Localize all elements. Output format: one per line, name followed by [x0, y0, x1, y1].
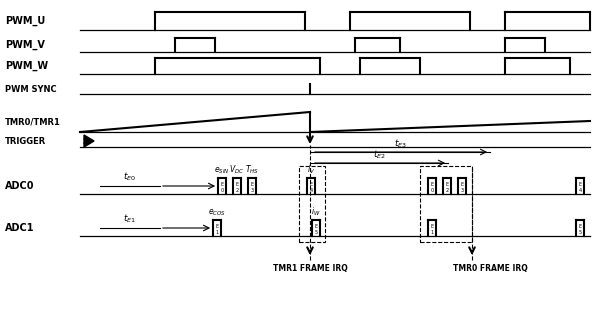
Text: E
0: E 0 — [220, 182, 224, 193]
Text: $i_V$: $i_V$ — [307, 164, 315, 176]
Text: PWM_U: PWM_U — [5, 16, 45, 26]
Text: TMR0/TMR1: TMR0/TMR1 — [5, 117, 61, 126]
Text: PWM_W: PWM_W — [5, 61, 48, 71]
Text: $T_{HS}$: $T_{HS}$ — [245, 164, 259, 176]
Text: E
1: E 1 — [215, 224, 218, 235]
Text: PWM_V: PWM_V — [5, 40, 45, 50]
Text: E
1: E 1 — [430, 224, 434, 235]
Polygon shape — [84, 135, 94, 147]
Text: TMR0 FRAME IRQ: TMR0 FRAME IRQ — [452, 264, 527, 273]
Text: ADC1: ADC1 — [5, 223, 35, 233]
Text: E
3: E 3 — [460, 182, 464, 193]
Text: E
5: E 5 — [314, 224, 317, 235]
Bar — [420, 166, 472, 242]
Text: PWM SYNC: PWM SYNC — [5, 84, 56, 93]
Text: E
5: E 5 — [578, 224, 581, 235]
Text: E
0: E 0 — [430, 182, 434, 193]
Text: $t_{E0}$: $t_{E0}$ — [124, 171, 137, 183]
Text: TMR1 FRAME IRQ: TMR1 FRAME IRQ — [272, 264, 347, 273]
Text: $i_W$: $i_W$ — [311, 205, 321, 218]
Text: E
4: E 4 — [310, 182, 313, 193]
Text: $t_{E2}$: $t_{E2}$ — [373, 148, 385, 161]
Text: TRIGGER: TRIGGER — [5, 137, 46, 146]
Text: $e_{COS}$: $e_{COS}$ — [208, 207, 226, 218]
Text: E
4: E 4 — [578, 182, 581, 193]
Text: $t_{E3}$: $t_{E3}$ — [394, 138, 406, 150]
Text: $e_{SIN}$: $e_{SIN}$ — [214, 165, 230, 176]
Text: ADC0: ADC0 — [5, 181, 35, 191]
Text: $V_{DC}$: $V_{DC}$ — [229, 164, 245, 176]
Text: E
2: E 2 — [235, 182, 239, 193]
Text: E
3: E 3 — [250, 182, 254, 193]
Text: E
2: E 2 — [445, 182, 449, 193]
Bar — [299, 166, 325, 242]
Text: $t_{E1}$: $t_{E1}$ — [124, 212, 137, 225]
